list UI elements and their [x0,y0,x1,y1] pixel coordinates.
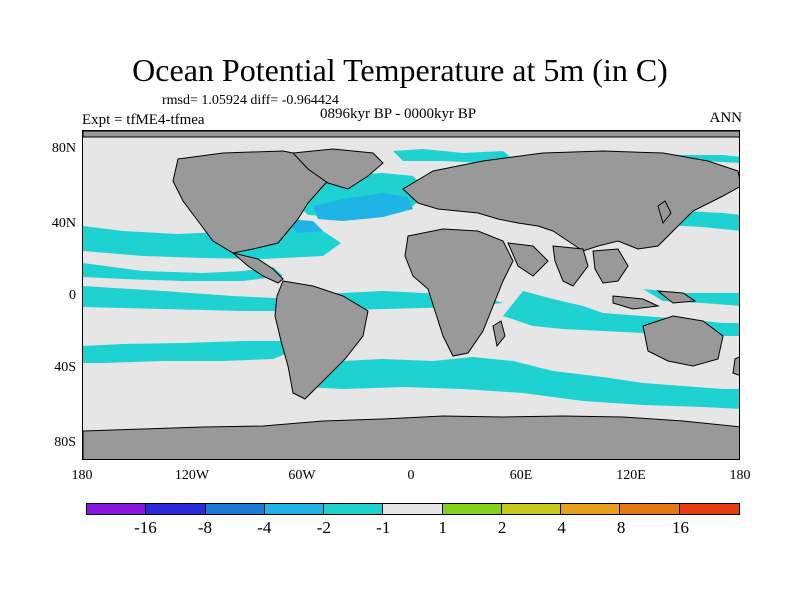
colorbar [86,503,740,515]
experiment-label: Expt = tfME4-tfmea [82,112,205,128]
colorbar-swatch [205,504,265,514]
anomaly-cyan-regions [83,149,739,409]
colorbar-swatch [146,504,206,514]
rmsd-diff-stat: rmsd= 1.05924 diff= -0.964424 [162,93,339,108]
colorbar-swatch [679,504,739,514]
world-map [83,131,739,459]
lon-label: 180 [71,468,93,483]
colorbar-label: -16 [134,518,157,537]
lon-label: 120W [174,468,210,483]
map-panel [82,130,740,460]
colorbar-label: -4 [257,518,272,537]
lat-label: 80N [51,141,76,156]
lat-label: 40S [54,360,76,375]
lon-label: 60W [288,468,316,483]
colorbar-label: 2 [497,518,507,537]
colorbar-swatch [264,504,325,514]
colorbar-swatch [442,504,502,514]
colorbar-label: -2 [316,518,331,537]
colorbar-label: -8 [197,518,212,537]
land-masses [83,131,739,459]
lon-label: 60E [509,468,533,483]
period-label: 0896kyr BP - 0000kyr BP [320,106,477,122]
colorbar-swatch [324,504,384,514]
colorbar-swatch [620,504,680,514]
plot-title: Ocean Potential Temperature at 5m (in C) [132,52,668,88]
lon-label: 0 [407,468,415,483]
colorbar-label: 1 [438,518,447,537]
colorbar-label: 8 [616,518,626,537]
season-label: ANN [709,110,743,126]
lon-label: 180 [729,468,751,483]
colorbar-label: -1 [376,518,391,537]
lon-label: 120E [616,468,646,483]
colorbar-swatch [561,504,621,514]
colorbar-swatch [501,504,562,514]
colorbar-swatch [87,504,147,514]
colorbar-label: 16 [672,518,690,537]
colorbar-swatch [383,504,443,514]
lat-label: 40N [51,216,76,231]
lat-label: 0 [69,288,76,303]
lat-label: 80S [54,435,76,450]
colorbar-label: 4 [557,518,566,537]
